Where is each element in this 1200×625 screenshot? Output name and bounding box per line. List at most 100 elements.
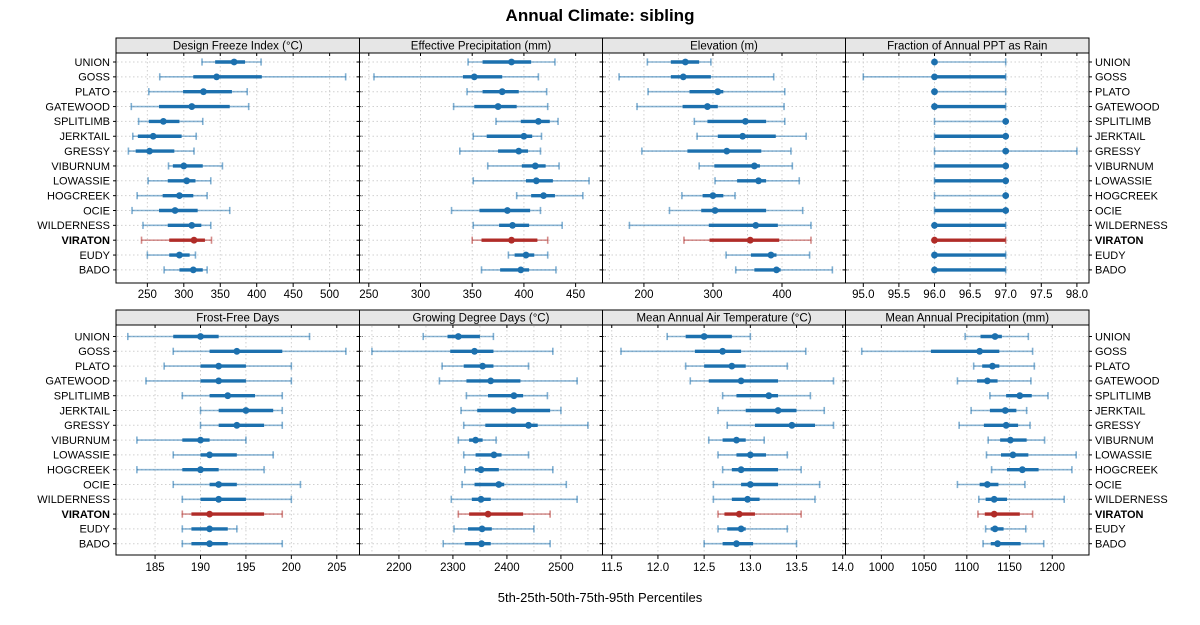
median-dot-union <box>991 333 999 340</box>
site-label-right-wilderness: WILDERNESS <box>1095 494 1168 506</box>
panel-strip-title: Growing Degree Days (°C) <box>413 313 550 325</box>
site-label-left-viraton: VIRATON <box>62 235 111 247</box>
median-dot-eudy <box>522 251 530 259</box>
median-dot-viburnum <box>1006 436 1014 444</box>
median-dot-gressy <box>723 147 731 155</box>
median-dot-eudy <box>206 525 213 533</box>
panel-plot-area <box>115 52 360 284</box>
site-label-right-viraton: VIRATON <box>1095 509 1144 521</box>
median-dot-union <box>197 333 204 340</box>
site-label-left-ocie: OCIE <box>83 205 110 217</box>
median-dot-wilderness <box>752 221 760 229</box>
median-dot-goss <box>233 347 241 355</box>
median-dot-splitlimb <box>534 118 542 125</box>
site-label-right-plato: PLATO <box>1095 87 1130 99</box>
x-tick-label: 2200 <box>386 562 412 574</box>
median-dot-lowassie <box>1002 177 1010 185</box>
x-tick-label: 95.5 <box>888 289 910 301</box>
median-dot-viburnum <box>180 162 188 170</box>
median-dot-hogcreek <box>477 466 485 474</box>
median-dot-viraton <box>508 236 515 244</box>
median-dot-wilderness <box>931 221 938 229</box>
site-label-left-gressy: GRESSY <box>64 146 111 158</box>
panel-strip-title: Design Freeze Index (°C) <box>173 41 303 53</box>
panel-plot-area <box>845 324 1090 556</box>
x-tick-label: 12.0 <box>647 562 669 574</box>
site-label-left-lowassie: LOWASSIE <box>53 176 110 188</box>
median-dot-viraton <box>735 510 743 518</box>
x-tick-label: 1050 <box>911 562 937 574</box>
median-dot-bado <box>994 540 1001 548</box>
median-dot-splitlimb <box>1016 392 1024 400</box>
x-tick-label: 1200 <box>1039 562 1065 574</box>
median-dot-plato <box>931 88 938 96</box>
median-dot-union <box>230 58 238 66</box>
median-dot-goss <box>471 347 478 355</box>
median-dot-goss <box>719 347 727 355</box>
site-label-right-splitlimb: SPLITLIMB <box>1095 116 1151 128</box>
site-label-left-gatewood: GATEWOOD <box>45 101 110 113</box>
median-dot-hogcreek <box>197 466 204 474</box>
x-tick-label: 97.5 <box>1030 289 1052 301</box>
median-dot-jerktail <box>510 407 517 414</box>
median-dot-viburnum <box>472 436 479 444</box>
x-tick-label: 300 <box>411 289 430 301</box>
x-tick-label: 200 <box>282 562 301 574</box>
median-dot-viraton <box>746 236 754 244</box>
median-dot-jerktail <box>739 132 747 140</box>
median-dot-viburnum <box>733 436 740 444</box>
site-label-left-plato: PLATO <box>75 87 110 99</box>
median-dot-gatewood <box>487 377 495 385</box>
median-dot-wilderness <box>509 221 516 229</box>
median-dot-gressy <box>1002 421 1010 429</box>
x-tick-label: 96.5 <box>959 289 981 301</box>
site-label-left-wilderness: WILDERNESS <box>37 494 110 506</box>
site-label-right-bado: BADO <box>1095 265 1127 277</box>
median-dot-hogcreek <box>709 192 717 200</box>
site-label-right-ocie: OCIE <box>1095 205 1122 217</box>
site-label-right-gressy: GRESSY <box>1095 146 1142 158</box>
site-label-right-gatewood: GATEWOOD <box>1095 101 1160 113</box>
site-label-left-ocie: OCIE <box>83 479 110 491</box>
site-label-left-splitlimb: SPLITLIMB <box>54 116 110 128</box>
median-dot-union <box>931 58 938 66</box>
panel-strip-title: Fraction of Annual PPT as Rain <box>887 41 1047 53</box>
x-tick-label: 400 <box>772 289 791 301</box>
median-dot-gressy <box>233 421 241 429</box>
x-tick-label: 13.0 <box>739 562 761 574</box>
site-label-right-jerktail: JERKTAIL <box>1095 405 1146 417</box>
x-tick-label: 98.0 <box>1066 289 1088 301</box>
x-tick-label: 450 <box>284 289 303 301</box>
x-tick-label: 1150 <box>997 562 1022 574</box>
median-dot-splitlimb <box>510 392 518 400</box>
x-tick-label: 1000 <box>869 562 895 574</box>
median-dot-lowassie <box>183 177 191 185</box>
median-dot-gressy <box>515 147 523 155</box>
median-dot-ocie <box>215 481 223 488</box>
site-label-right-ocie: OCIE <box>1095 479 1122 491</box>
site-label-right-viraton: VIRATON <box>1095 235 1144 247</box>
median-dot-eudy <box>478 525 486 533</box>
median-dot-wilderness <box>477 495 485 503</box>
median-dot-ocie <box>171 207 179 214</box>
median-dot-splitlimb <box>765 392 773 400</box>
x-tick-label: 500 <box>320 289 339 301</box>
site-label-right-union: UNION <box>1095 57 1131 69</box>
median-dot-plato <box>989 362 996 370</box>
median-dot-viraton <box>990 510 998 518</box>
median-dot-gressy <box>1002 147 1010 155</box>
median-dot-eudy <box>176 251 183 259</box>
median-dot-gatewood <box>704 103 711 110</box>
median-dot-ocie <box>503 207 511 214</box>
median-dot-bado <box>517 266 525 274</box>
site-label-right-wilderness: WILDERNESS <box>1095 220 1168 232</box>
median-dot-lowassie <box>755 177 762 185</box>
median-dot-ocie <box>1002 207 1010 214</box>
median-dot-lowassie <box>746 451 754 459</box>
median-dot-viburnum <box>1002 162 1010 170</box>
median-dot-viburnum <box>531 162 539 170</box>
site-label-right-viburnum: VIBURNUM <box>1095 161 1154 173</box>
median-dot-plato <box>479 362 487 370</box>
site-label-left-gatewood: GATEWOOD <box>45 376 110 388</box>
x-tick-label: 300 <box>174 289 193 301</box>
